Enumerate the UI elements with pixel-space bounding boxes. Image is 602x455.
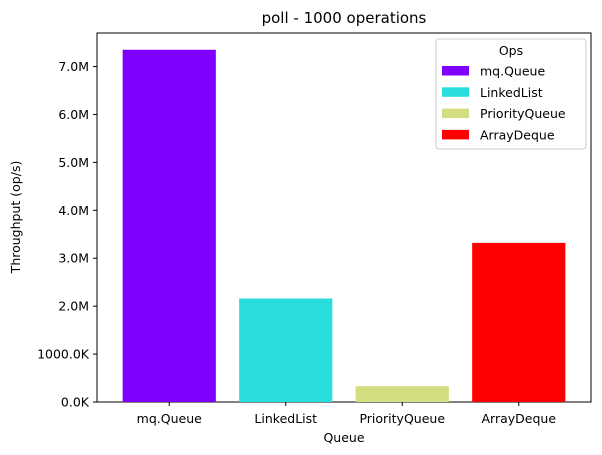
y-axis-label: Throughput (op/s) [8,161,23,275]
plot-area [96,32,592,403]
x-tick-label: LinkedList [254,411,317,426]
bar-priorityqueue [355,386,449,402]
bars [122,49,566,402]
y-tick-label: 6.0M [58,107,89,122]
y-tick-label: 0.0K [61,395,90,410]
x-tick-label: ArrayDeque [481,411,556,426]
legend-entry-label: PriorityQueue [480,106,566,121]
legend-box [435,38,587,150]
legend: Ops mq.Queue LinkedList PriorityQueue Array… [435,38,587,150]
legend-title: Ops [499,43,523,58]
legend-entry-label: ArrayDeque [480,127,555,142]
chart-title: poll - 1000 operations [262,9,427,27]
legend-entry-label: mq.Queue [480,64,545,79]
legend-swatch [442,108,469,119]
x-tick-label: mq.Queue [137,411,202,426]
y-tick-label: 1000.0K [37,347,90,362]
legend-swatch [442,129,469,140]
legend-swatch [442,87,469,97]
y-tick-label: 2.0M [58,299,89,314]
y-tick-label: 4.0M [58,203,89,218]
bar-linkedlist [239,298,333,402]
bar-mq-queue [122,49,216,402]
y-tick-label: 3.0M [58,251,89,266]
legend-entry-label: LinkedList [480,85,543,100]
y-tick-label: 7.0M [58,59,89,74]
x-axis-label: Queue [323,430,364,445]
legend-entries: mq.Queue LinkedList PriorityQueue ArrayDequ… [442,64,566,142]
y-tick-label: 5.0M [58,155,89,170]
plot-frame [96,32,592,403]
y-axis: 0.0K 1000.0K 2.0M 3.0M 4.0M 5.0M 6.0M 7.0M [37,59,97,410]
legend-swatch [442,66,469,76]
x-axis: mq.Queue LinkedList PriorityQueue ArrayDequ… [137,402,556,426]
bar-arraydeque [472,242,566,402]
x-tick-label: PriorityQueue [359,411,445,426]
